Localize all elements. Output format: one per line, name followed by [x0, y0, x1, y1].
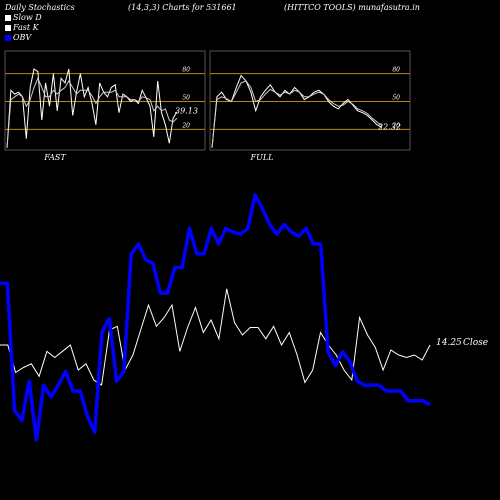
fast-panel-frame — [4, 50, 206, 151]
chart-params: (14,3,3) Charts for 531661 — [128, 3, 237, 12]
full-last-value-label: 22.32 — [377, 123, 401, 132]
legend-item-fast-k: Fast K — [5, 23, 39, 32]
fast-caption: FAST — [43, 153, 66, 162]
legend-item-obv: OBV — [5, 33, 31, 42]
obv-line — [0, 193, 431, 442]
legend-label-slow-d: Slow D — [13, 13, 42, 22]
fast-series-0-line — [6, 68, 178, 149]
full-series-0-line — [211, 74, 383, 149]
chart-title: Daily Stochastics — [5, 3, 75, 12]
full-ytick-label: 80 — [392, 67, 400, 74]
full-caption: FULL — [250, 153, 274, 162]
fast-ytick-label: 50 — [182, 95, 190, 102]
fast-ytick-label: 20 — [181, 122, 190, 129]
full-ytick-label: 20 — [391, 122, 400, 129]
close-suffix-label: Close — [463, 338, 488, 348]
legend-label-fast-k: Fast K — [13, 23, 39, 32]
full-series-1-line — [211, 80, 383, 149]
full-ytick-label: 50 — [392, 95, 400, 102]
legend-swatch-obv — [5, 35, 11, 41]
legend-item-slow-d: Slow D — [5, 13, 42, 22]
close-value-label: 14.25 — [436, 338, 462, 348]
fast-last-value-label: 39.13 — [175, 107, 198, 116]
legend-swatch-fast-k — [5, 25, 11, 31]
fast-series-1-line — [6, 77, 178, 149]
fast-ytick-label: 80 — [182, 67, 190, 74]
legend-swatch-slow-d — [5, 15, 11, 21]
full-panel-frame — [209, 50, 411, 151]
chart-company: (HITTCO TOOLS) munafasutra.in — [284, 3, 420, 12]
close-price-line — [0, 288, 431, 386]
legend-label-obv: OBV — [13, 33, 32, 42]
